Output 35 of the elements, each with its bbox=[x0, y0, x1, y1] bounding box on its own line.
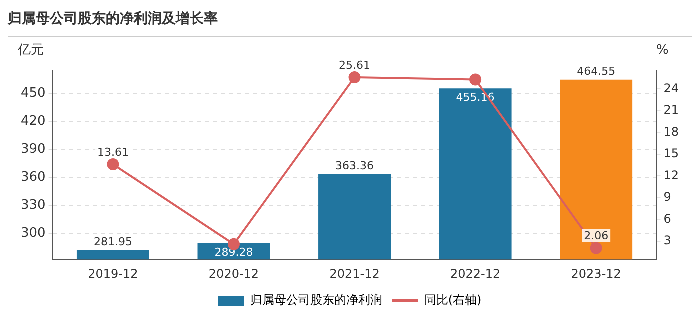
y2-tick-label: 12 bbox=[664, 168, 680, 182]
y2-tick-label: 3 bbox=[664, 234, 672, 248]
data-label: 363.36 bbox=[336, 160, 374, 173]
y-axis-title: 亿元 bbox=[16, 42, 44, 58]
legend-label: 归属母公司股东的净利润 bbox=[250, 293, 382, 308]
y2-tick-label: 6 bbox=[664, 212, 672, 226]
y2-tick-label: 24 bbox=[664, 81, 680, 96]
y-tick-label: 300 bbox=[20, 226, 46, 241]
data-label: 2.06 bbox=[584, 230, 609, 243]
y-tick-label: 420 bbox=[20, 114, 46, 129]
point bbox=[348, 71, 361, 84]
data-label: 25.61 bbox=[339, 58, 371, 72]
y-tick-label: 330 bbox=[20, 198, 46, 213]
data-label: 464.55 bbox=[577, 65, 616, 78]
chart-title: 归属母公司股东的净利润及增长率 bbox=[8, 8, 692, 37]
data-label: 281.95 bbox=[94, 236, 132, 249]
point bbox=[107, 158, 120, 170]
x-tick-label: 2022-12 bbox=[450, 266, 501, 281]
x-tick-label: 2019-12 bbox=[88, 266, 138, 281]
y-tick-label: 390 bbox=[20, 142, 46, 157]
y2-tick-label: 9 bbox=[664, 190, 672, 204]
y-tick-label: 450 bbox=[20, 86, 46, 101]
data-label: 289.28 bbox=[214, 246, 254, 259]
x-tick-label: 2020-12 bbox=[208, 266, 260, 281]
legend-label: 同比(右轴) bbox=[424, 293, 482, 308]
x-tick-label: 2023-12 bbox=[571, 266, 622, 281]
y2-axis-title: % bbox=[656, 42, 669, 58]
y2-tick-label: 18 bbox=[664, 124, 680, 139]
data-label: 13.61 bbox=[97, 146, 129, 159]
x-tick-label: 2021-12 bbox=[330, 266, 380, 281]
point bbox=[470, 74, 482, 86]
y2-tick-label: 21 bbox=[664, 103, 680, 118]
y2-tick-label: 15 bbox=[664, 146, 680, 161]
point bbox=[590, 242, 602, 254]
y-tick-label: 360 bbox=[20, 170, 46, 185]
